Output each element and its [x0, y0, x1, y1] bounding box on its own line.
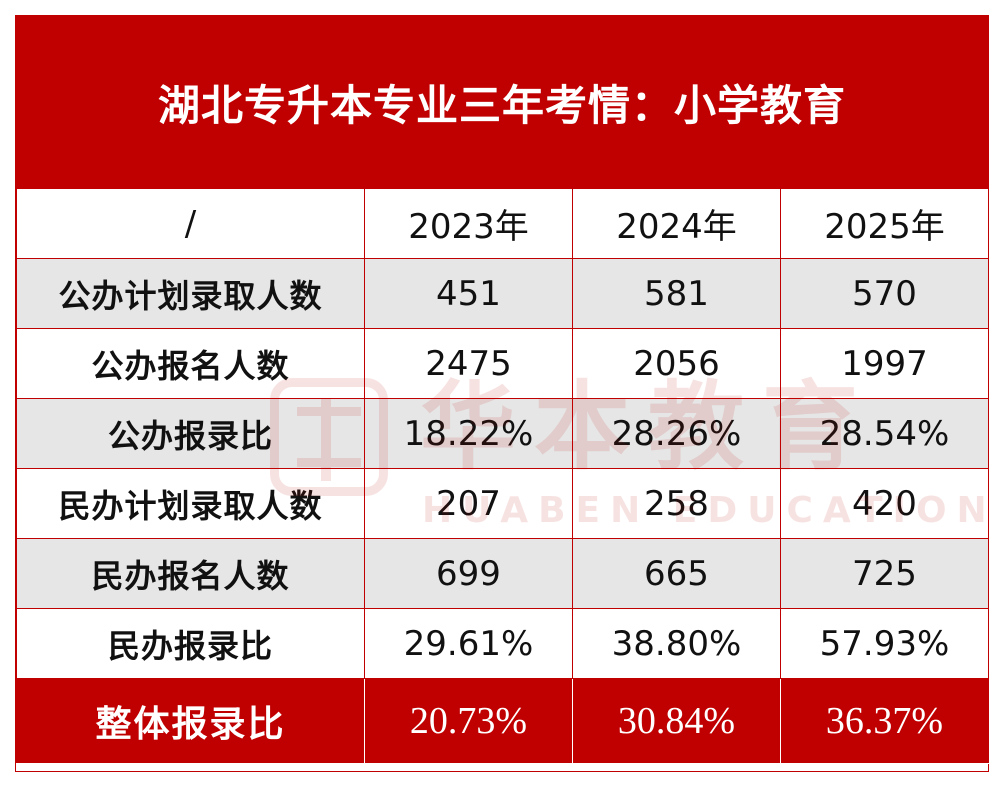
- cell-value: 28.54%: [819, 413, 950, 454]
- cell-value: 2056: [633, 343, 720, 384]
- cell-value: 28.26%: [611, 413, 742, 454]
- value-cell: 29.61%: [364, 608, 573, 679]
- cell-value: 699: [436, 553, 501, 594]
- row-label: 民办报名人数: [91, 556, 290, 595]
- cell-value: 665: [644, 553, 709, 594]
- row-label: 民办计划录取人数: [58, 486, 323, 525]
- value-cell: 1997: [780, 328, 989, 399]
- title-bar: 湖北专升本专业三年考情：小学教育: [16, 16, 988, 188]
- value-cell: 207: [364, 468, 573, 539]
- page-title: 湖北专升本专业三年考情：小学教育: [157, 80, 846, 130]
- header-year-cell: 2023年: [364, 188, 573, 259]
- cell-value: 207: [436, 483, 501, 524]
- table-row: 民办报名人数 699 665 725: [16, 538, 989, 609]
- cell-value: 451: [436, 273, 501, 314]
- total-value: 30.84%: [617, 700, 736, 742]
- value-cell: 2056: [572, 328, 781, 399]
- row-label: 民办报录比: [107, 626, 273, 665]
- cell-value: 725: [852, 553, 917, 594]
- row-label-cell: 公办计划录取人数: [16, 258, 365, 329]
- total-value-cell: 36.37%: [780, 678, 989, 764]
- header-corner-cell: /: [16, 188, 365, 259]
- header-year-2023: 2023年: [408, 207, 529, 247]
- cell-value: 581: [644, 273, 709, 314]
- value-cell: 699: [364, 538, 573, 609]
- total-value: 36.37%: [825, 700, 944, 742]
- value-cell: 451: [364, 258, 573, 329]
- header-year-cell: 2025年: [780, 188, 989, 259]
- cell-value: 29.61%: [403, 623, 534, 664]
- row-label: 公办报录比: [107, 416, 273, 455]
- header-year-2024: 2024年: [616, 207, 737, 247]
- value-cell: 18.22%: [364, 398, 573, 469]
- header-corner: /: [184, 203, 197, 244]
- row-label: 公办计划录取人数: [58, 276, 323, 315]
- total-label-cell: 整体报录比: [16, 678, 365, 764]
- cell-value: 2475: [425, 343, 512, 384]
- value-cell: 581: [572, 258, 781, 329]
- total-row: 整体报录比 20.73% 30.84% 36.37%: [16, 678, 989, 764]
- cell-value: 57.93%: [819, 623, 950, 664]
- value-cell: 28.54%: [780, 398, 989, 469]
- table-row: 民办报录比 29.61% 38.80% 57.93%: [16, 608, 989, 679]
- value-cell: 665: [572, 538, 781, 609]
- table-frame: 湖北专升本专业三年考情：小学教育 / 2023年 2024年 2025年 公办计…: [15, 15, 989, 772]
- total-label: 整体报录比: [95, 703, 286, 745]
- row-label: 公办报名人数: [91, 346, 290, 385]
- value-cell: 57.93%: [780, 608, 989, 679]
- value-cell: 258: [572, 468, 781, 539]
- table-header-row: / 2023年 2024年 2025年: [16, 188, 989, 259]
- value-cell: 725: [780, 538, 989, 609]
- cell-value: 18.22%: [403, 413, 534, 454]
- cell-value: 570: [852, 273, 917, 314]
- cell-value: 258: [644, 483, 709, 524]
- cell-value: 420: [852, 483, 917, 524]
- row-label-cell: 公办报名人数: [16, 328, 365, 399]
- value-cell: 38.80%: [572, 608, 781, 679]
- value-cell: 2475: [364, 328, 573, 399]
- row-label-cell: 民办报录比: [16, 608, 365, 679]
- value-cell: 420: [780, 468, 989, 539]
- table-row: 公办计划录取人数 451 581 570: [16, 258, 989, 329]
- value-cell: 28.26%: [572, 398, 781, 469]
- total-value: 20.73%: [409, 700, 528, 742]
- value-cell: 570: [780, 258, 989, 329]
- cell-value: 38.80%: [611, 623, 742, 664]
- table-row: 公办报名人数 2475 2056 1997: [16, 328, 989, 399]
- table-row: 民办计划录取人数 207 258 420: [16, 468, 989, 539]
- exam-stats-table: / 2023年 2024年 2025年 公办计划录取人数 451 581 570…: [16, 188, 989, 764]
- total-value-cell: 20.73%: [364, 678, 573, 764]
- row-label-cell: 公办报录比: [16, 398, 365, 469]
- cell-value: 1997: [841, 343, 928, 384]
- row-label-cell: 民办计划录取人数: [16, 468, 365, 539]
- header-year-cell: 2024年: [572, 188, 781, 259]
- header-year-2025: 2025年: [824, 207, 945, 247]
- row-label-cell: 民办报名人数: [16, 538, 365, 609]
- total-value-cell: 30.84%: [572, 678, 781, 764]
- table-row: 公办报录比 18.22% 28.26% 28.54%: [16, 398, 989, 469]
